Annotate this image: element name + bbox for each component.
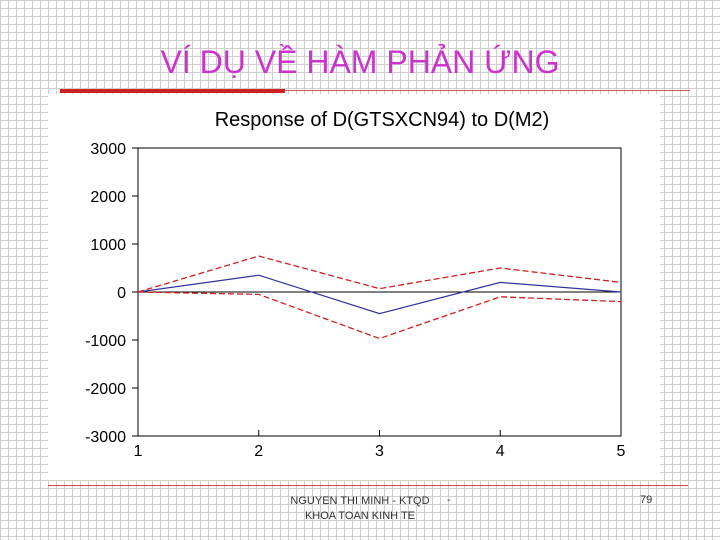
y-tick-label: 2000 <box>90 189 126 206</box>
slide-title: VÍ DỤ VỀ HÀM PHẢN ỨNG <box>160 44 560 80</box>
x-tick-label: 2 <box>254 443 263 460</box>
slide-number: 79 <box>640 494 653 506</box>
confidence-band-line <box>137 291 622 340</box>
y-tick-label: 3000 <box>90 141 126 158</box>
response-line <box>137 274 622 315</box>
chart-panel: Response of D(GTSXCN94) to D(M2) 3000 200… <box>48 94 660 480</box>
x-tick-label: 3 <box>375 443 384 460</box>
footer-line-1: NGUYEN THI MINH - KTQD <box>290 495 430 507</box>
x-tick-label: 4 <box>496 443 505 460</box>
confidence-band-line <box>137 255 622 293</box>
chart-title: Response of D(GTSXCN94) to D(M2) <box>215 109 550 131</box>
y-tick-label: -2000 <box>85 381 126 398</box>
title-underline-accent <box>60 89 285 93</box>
title-underline <box>60 90 690 91</box>
y-tick-label: 0 <box>117 285 126 302</box>
y-tick-label: 1000 <box>90 237 126 254</box>
y-tick-label: -3000 <box>85 429 126 446</box>
footer-line-2: KHOA TOAN KINH TE <box>304 510 416 522</box>
y-tick-label: -1000 <box>85 333 126 350</box>
footer-dash: - <box>447 494 451 506</box>
footer-author: NGUYEN THI MINH - KTQD KHOA TOAN KINH TE <box>258 494 462 524</box>
x-tick-label: 1 <box>134 443 143 460</box>
footer-rule <box>48 485 688 486</box>
impulse-response-chart: Response of D(GTSXCN94) to D(M2) 3000 200… <box>85 109 626 460</box>
x-tick-label: 5 <box>617 443 626 460</box>
